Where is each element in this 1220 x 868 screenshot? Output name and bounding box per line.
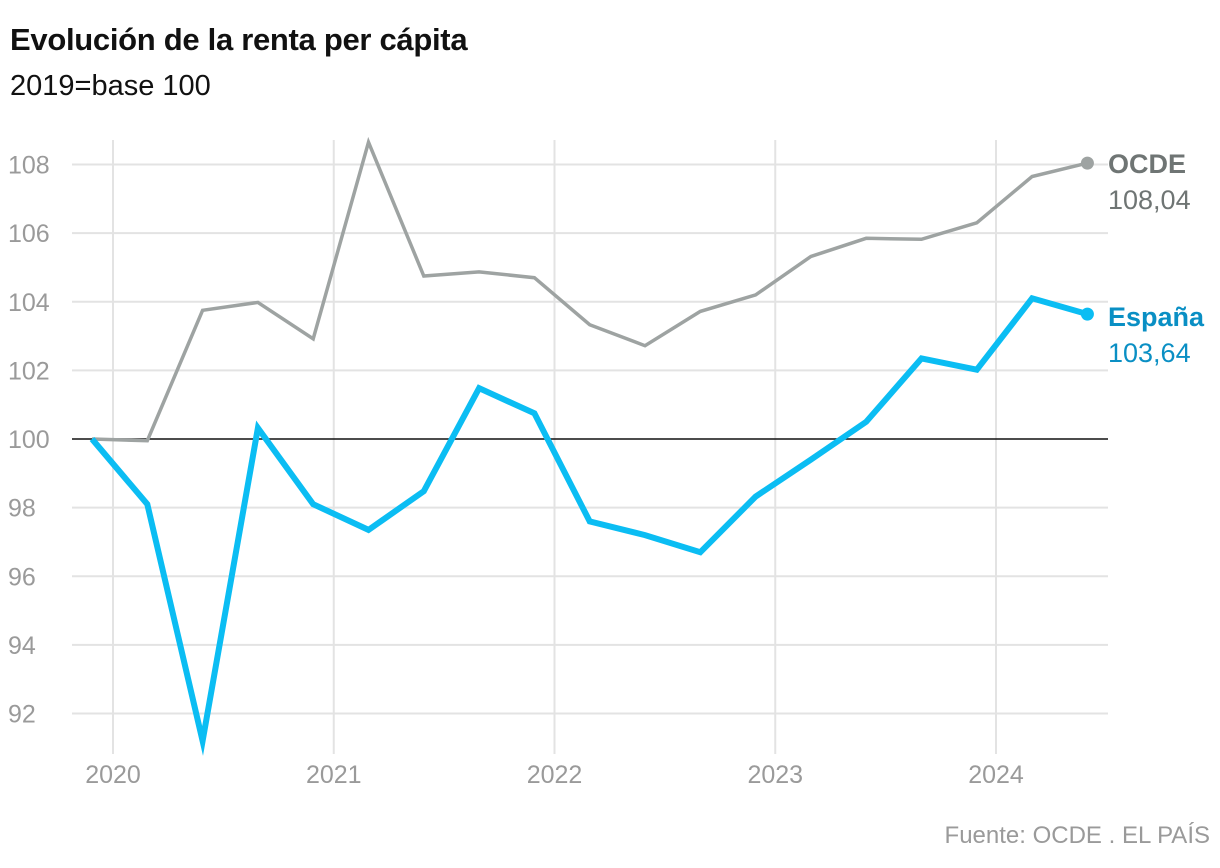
x-tick-label-2023: 2023	[747, 761, 803, 789]
x-tick-label-2022: 2022	[527, 761, 583, 789]
y-tick-label-94: 94	[8, 632, 36, 660]
y-tick-label-98: 98	[8, 495, 36, 523]
y-tick-label-104: 104	[8, 289, 50, 317]
y-gridlines	[72, 163, 1108, 715]
source-note: Fuente: OCDE . EL PAÍS	[944, 822, 1210, 849]
y-tick-label-100: 100	[8, 426, 50, 454]
series-line-ocde	[91, 136, 1088, 443]
end-labels: OCDE 108,04 España 103,64	[1080, 149, 1205, 368]
end-label-value-espana: 103,64	[1108, 338, 1191, 368]
y-tick-label-108: 108	[8, 152, 50, 180]
y-tick-label-96: 96	[8, 563, 36, 591]
end-label-name-ocde: OCDE	[1108, 149, 1186, 179]
x-axis-labels: 2020 2021 2022 2023 2024	[85, 761, 1024, 789]
x-tick-label-2021: 2021	[306, 761, 362, 789]
x-tick-label-2020: 2020	[85, 761, 141, 789]
y-tick-label-102: 102	[8, 357, 50, 385]
series-line-espana	[89, 294, 1089, 756]
y-tick-label-92: 92	[8, 701, 36, 729]
chart-subtitle: 2019=base 100	[10, 70, 211, 102]
end-dot-espana	[1080, 307, 1094, 321]
end-label-name-espana: España	[1108, 302, 1205, 332]
x-tick-label-2024: 2024	[968, 761, 1024, 789]
end-label-value-ocde: 108,04	[1108, 185, 1191, 215]
series-layer	[89, 136, 1089, 756]
end-dot-ocde	[1080, 156, 1094, 170]
chart-title: Evolución de la renta per cápita	[10, 22, 468, 57]
y-axis-labels: 92 94 96 98 100 102 104 106 108	[8, 152, 50, 729]
y-tick-label-106: 106	[8, 220, 50, 248]
